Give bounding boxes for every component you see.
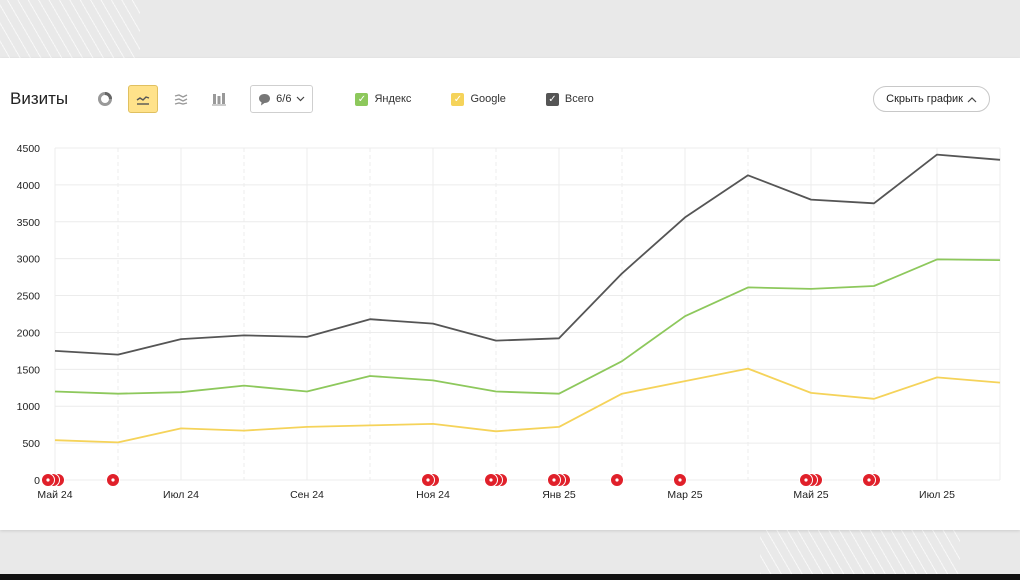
legend-item-yandex[interactable]: ✓ Яндекс (355, 92, 412, 106)
series-line-Всего (54, 153, 1001, 356)
y-tick-label: 4500 (17, 143, 41, 155)
y-tick-label: 3500 (17, 217, 41, 229)
bottom-bar (0, 574, 1020, 580)
line-chart-icon[interactable] (128, 85, 159, 113)
widget-title: Визиты (10, 89, 69, 108)
x-tick-label: Янв 25 (542, 489, 576, 501)
annotation-marker-dot (426, 478, 430, 482)
comment-icon (259, 93, 271, 105)
annotation-marker-dot (489, 478, 493, 482)
area-chart-icon[interactable] (166, 85, 196, 113)
y-tick-label: 500 (22, 438, 40, 450)
legend-item-google[interactable]: ✓ Google (451, 92, 506, 106)
hide-chart-button[interactable]: Скрыть график (873, 86, 990, 112)
x-tick-label: Июл 25 (919, 489, 955, 501)
y-tick-label: 3000 (17, 254, 41, 266)
bar-chart-icon[interactable] (204, 85, 234, 113)
x-tick-label: Сен 24 (290, 489, 324, 501)
checkbox-checked-icon: ✓ (355, 92, 369, 106)
annotation-marker-dot (615, 478, 619, 482)
y-tick-label: 2000 (17, 327, 41, 339)
checkbox-checked-icon: ✓ (451, 92, 465, 106)
x-tick-label: Май 25 (793, 489, 828, 501)
widget-toolbar: Визиты 6/6 ✓ Яндекс ✓ Google ✓ Всего (10, 84, 990, 114)
annotation-marker-dot (867, 478, 871, 482)
legend-label: Всего (564, 93, 594, 105)
x-tick-label: Май 24 (37, 489, 72, 501)
y-tick-label: 4000 (17, 180, 41, 192)
chevron-down-icon (297, 96, 305, 102)
visits-line-chart: 0 500 1000 1500 2000 2500 3000 3500 4000 4500 Май … (17, 143, 1001, 501)
x-tick-label: Июл 24 (163, 489, 199, 501)
annotation-marker-dot (804, 478, 808, 482)
legend-item-total[interactable]: ✓ Всего (545, 92, 594, 106)
filter-count: 6/6 (276, 93, 292, 105)
checkbox-checked-icon: ✓ (545, 92, 559, 106)
chevron-up-icon (967, 96, 977, 102)
y-tick-label: 1500 (17, 364, 41, 376)
annotation-marker-dot (111, 478, 115, 482)
y-tick-label: 0 (34, 475, 40, 487)
background-hatch (760, 530, 960, 574)
series-line-Google (54, 367, 1001, 444)
pie-chart-icon[interactable] (90, 85, 120, 113)
series-line-Яндекс (54, 258, 1001, 395)
annotation-marker-dot (46, 478, 50, 482)
x-tick-label: Ноя 24 (416, 489, 450, 501)
legend-label: Google (470, 93, 506, 105)
visits-widget: Визиты 6/6 ✓ Яндекс ✓ Google ✓ Всего (0, 58, 1020, 530)
y-tick-label: 2500 (17, 291, 41, 303)
y-tick-label: 1000 (17, 401, 41, 413)
background-hatch (0, 0, 140, 60)
hide-chart-label: Скрыть график (886, 93, 963, 105)
legend-label: Яндекс (374, 93, 412, 105)
annotation-marker-dot (678, 478, 682, 482)
annotations-filter-dropdown[interactable]: 6/6 (250, 85, 314, 113)
annotation-marker-dot (552, 478, 556, 482)
x-tick-label: Мар 25 (667, 489, 702, 501)
